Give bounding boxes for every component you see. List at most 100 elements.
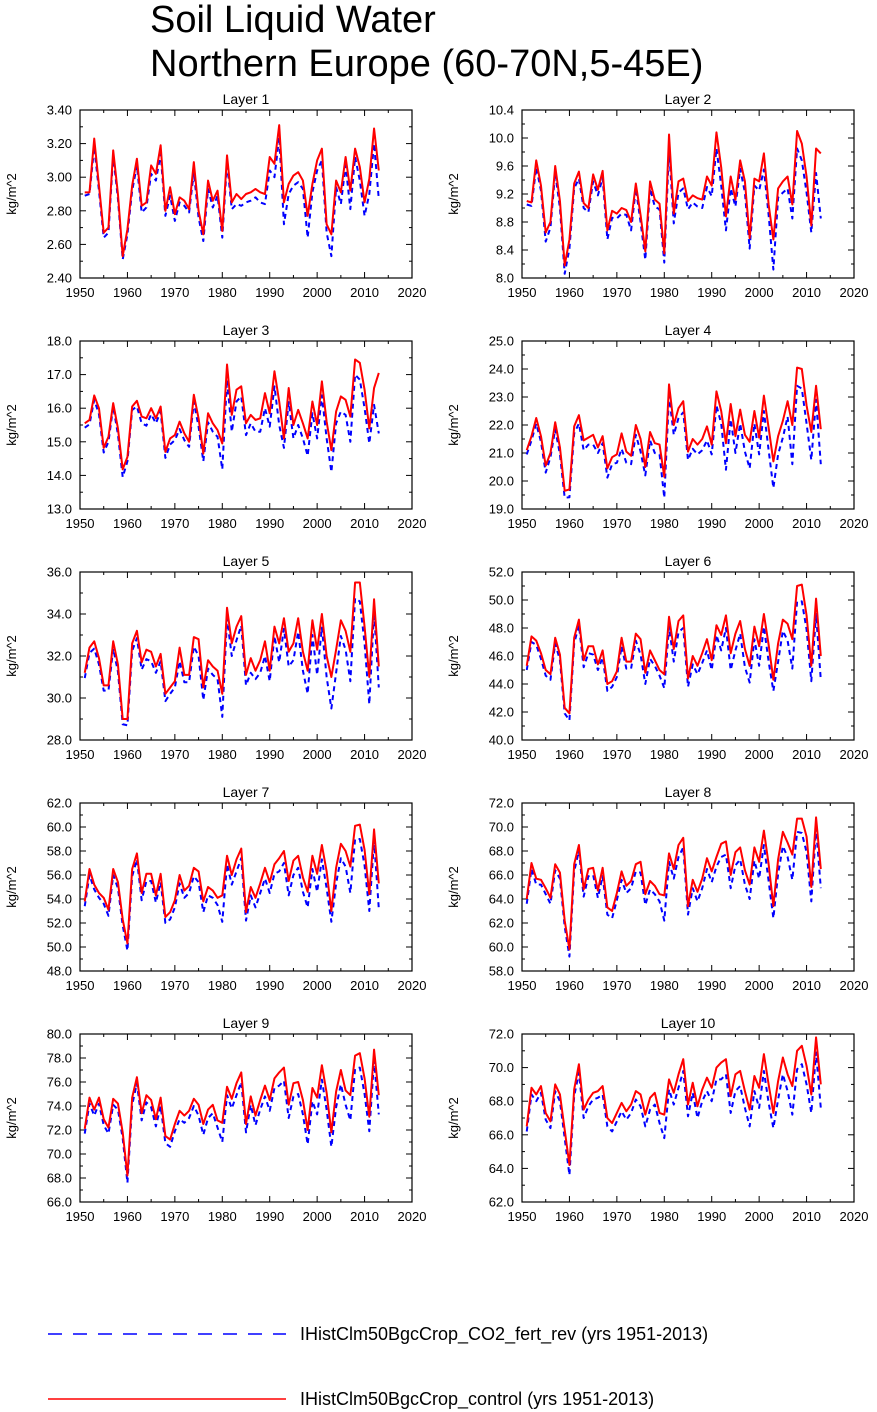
y-tick-label: 72.0 xyxy=(47,1123,72,1138)
x-tick-label: 1990 xyxy=(255,978,284,993)
x-tick-label: 2020 xyxy=(840,285,869,300)
x-tick-label: 2010 xyxy=(792,1209,821,1224)
y-tick-label: 8.8 xyxy=(496,215,514,230)
x-tick-label: 2020 xyxy=(398,1209,427,1224)
x-tick-label: 1950 xyxy=(508,1209,537,1224)
x-tick-label: 1990 xyxy=(255,285,284,300)
y-tick-label: 2.60 xyxy=(47,237,72,252)
plot-frame xyxy=(79,109,413,279)
x-tick-label: 1950 xyxy=(66,285,95,300)
panel-title: Layer 2 xyxy=(665,91,712,107)
x-tick-label: 1970 xyxy=(160,978,189,993)
x-tick-label: 1990 xyxy=(255,516,284,531)
x-tick-label: 2000 xyxy=(745,747,774,762)
legend-label-co2-fert-rev: IHistClm50BgcCrop_CO2_fert_rev (yrs 1951… xyxy=(300,1324,708,1345)
x-tick-label: 1980 xyxy=(208,516,237,531)
x-tick-label: 2000 xyxy=(745,516,774,531)
x-tick-label: 2020 xyxy=(398,285,427,300)
y-tick-label: 76.0 xyxy=(47,1075,72,1090)
y-axis-label: kg/m^2 xyxy=(4,1097,19,1139)
chart-panel-5: Layer 5 kg/m^2 28.0 30.0 32.0 34.0 36.0 1950 196… xyxy=(4,553,426,762)
panel-title: Layer 1 xyxy=(223,91,270,107)
x-tick-label: 1950 xyxy=(508,978,537,993)
legend-label-control: IHistClm50BgcCrop_control (yrs 1951-2013… xyxy=(300,1389,654,1410)
x-tick-label: 1990 xyxy=(697,747,726,762)
y-tick-label: 34.0 xyxy=(47,607,72,622)
y-axis-label: kg/m^2 xyxy=(4,404,19,446)
y-tick-label: 10.4 xyxy=(489,103,514,118)
x-tick-label: 1970 xyxy=(160,516,189,531)
series-line-control xyxy=(525,366,822,492)
x-tick-label: 1960 xyxy=(113,1209,142,1224)
panel-title: Layer 4 xyxy=(665,322,712,338)
y-tick-label: 74.0 xyxy=(47,1099,72,1114)
x-tick-label: 1960 xyxy=(555,516,584,531)
series-line-control xyxy=(83,581,380,720)
x-tick-label: 1960 xyxy=(555,1209,584,1224)
panel-title: Layer 5 xyxy=(223,553,270,569)
x-tick-label: 2020 xyxy=(840,1209,869,1224)
y-tick-label: 3.00 xyxy=(47,170,72,185)
y-tick-label: 48.0 xyxy=(47,964,72,979)
y-tick-label: 62.0 xyxy=(489,1195,514,1210)
x-tick-label: 2000 xyxy=(745,285,774,300)
x-tick-label: 1990 xyxy=(697,516,726,531)
x-tick-label: 2020 xyxy=(840,747,869,762)
plot-frame xyxy=(521,571,855,741)
x-tick-label: 1980 xyxy=(650,1209,679,1224)
x-tick-label: 1970 xyxy=(160,1209,189,1224)
plot-frame xyxy=(79,1033,413,1203)
x-tick-label: 2000 xyxy=(745,978,774,993)
x-tick-label: 2010 xyxy=(350,516,379,531)
y-tick-label: 2.80 xyxy=(47,203,72,218)
y-tick-label: 9.2 xyxy=(496,187,514,202)
y-axis-label: kg/m^2 xyxy=(4,866,19,908)
x-tick-label: 2000 xyxy=(745,1209,774,1224)
x-tick-label: 2010 xyxy=(350,285,379,300)
legend: IHistClm50BgcCrop_CO2_fert_rev (yrs 1951… xyxy=(48,1324,708,1410)
y-tick-label: 64.0 xyxy=(489,1161,514,1176)
plot-frame xyxy=(79,802,413,972)
series-line-co2-fert-rev xyxy=(525,1051,822,1177)
y-tick-label: 10.0 xyxy=(489,131,514,146)
x-tick-label: 1990 xyxy=(255,747,284,762)
y-axis-label: kg/m^2 xyxy=(446,866,461,908)
series-line-co2-fert-rev xyxy=(83,597,380,727)
series-line-control xyxy=(83,1048,380,1177)
y-tick-label: 54.0 xyxy=(47,892,72,907)
x-tick-label: 2010 xyxy=(792,747,821,762)
y-tick-label: 60.0 xyxy=(489,940,514,955)
x-tick-label: 2010 xyxy=(350,978,379,993)
y-tick-label: 3.40 xyxy=(47,103,72,118)
x-tick-label: 2020 xyxy=(398,747,427,762)
y-axis-label: kg/m^2 xyxy=(446,404,461,446)
y-tick-label: 64.0 xyxy=(489,892,514,907)
y-tick-label: 3.20 xyxy=(47,136,72,151)
x-tick-label: 1960 xyxy=(555,747,584,762)
y-tick-label: 50.0 xyxy=(47,940,72,955)
y-tick-label: 66.0 xyxy=(489,868,514,883)
y-tick-label: 13.0 xyxy=(47,502,72,517)
y-tick-label: 72.0 xyxy=(489,1027,514,1042)
x-tick-label: 2010 xyxy=(350,1209,379,1224)
series-line-control xyxy=(84,124,380,258)
series-line-co2-fert-rev xyxy=(526,147,822,275)
y-tick-label: 68.0 xyxy=(47,1171,72,1186)
y-tick-label: 28.0 xyxy=(47,733,72,748)
y-tick-label: 32.0 xyxy=(47,649,72,664)
x-tick-label: 1990 xyxy=(697,285,726,300)
y-tick-label: 15.0 xyxy=(47,434,72,449)
panel-title: Layer 7 xyxy=(223,784,270,800)
y-tick-label: 68.0 xyxy=(489,844,514,859)
y-tick-label: 24.0 xyxy=(489,362,514,377)
y-tick-label: 80.0 xyxy=(47,1027,72,1042)
y-tick-label: 22.0 xyxy=(489,418,514,433)
y-tick-label: 46.0 xyxy=(489,649,514,664)
x-tick-label: 1960 xyxy=(113,747,142,762)
y-tick-label: 52.0 xyxy=(489,565,514,580)
y-tick-label: 23.0 xyxy=(489,390,514,405)
series-line-co2-fert-rev xyxy=(83,838,380,952)
y-tick-label: 8.4 xyxy=(496,243,514,258)
y-tick-label: 19.0 xyxy=(489,502,514,517)
